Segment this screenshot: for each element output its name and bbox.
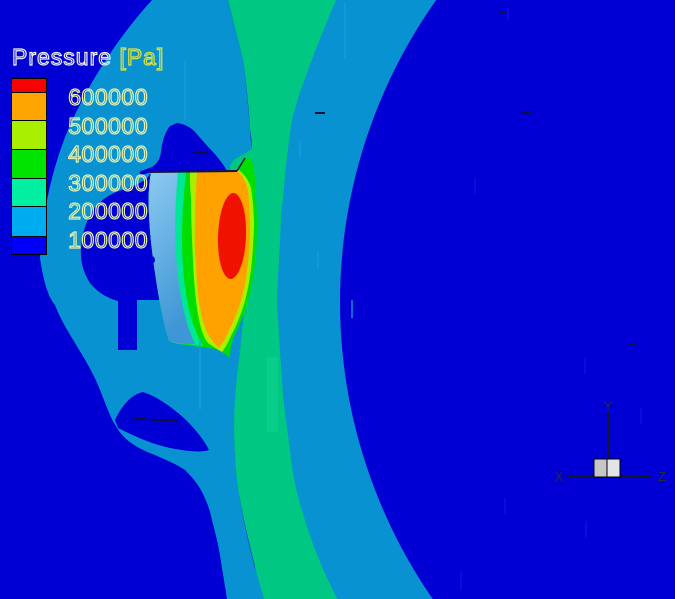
- axis-x-label: X: [555, 469, 564, 484]
- legend-colorbar: [11, 78, 47, 255]
- legend-value-label: 600000: [68, 83, 148, 110]
- dark-silhouette-lower: [115, 392, 209, 452]
- axis-origin-box-right: [606, 458, 621, 478]
- axis-indicator: Y X Z: [555, 398, 666, 484]
- legend-title-unit: [Pa]: [119, 43, 165, 70]
- legend-value-label: 200000: [68, 197, 148, 224]
- contour-level-light-blue: [148, 172, 195, 344]
- legend-value-label: 100000: [68, 226, 148, 253]
- mesh-dashes: [133, 12, 635, 421]
- legend-band: [12, 93, 46, 121]
- legend-value-label: 400000: [68, 140, 148, 167]
- inner-dark-circle: [340, 0, 675, 599]
- legend-title: Pressure [Pa]: [11, 43, 165, 71]
- axis-origin-box-left: [593, 458, 608, 478]
- legend-band: [12, 179, 46, 207]
- annular-band-green: [228, 0, 337, 599]
- legend-band: [12, 150, 46, 179]
- axis-y-label: Y: [604, 398, 613, 413]
- band-mesh-stripe: [267, 357, 278, 432]
- legend-band: [12, 79, 46, 93]
- legend-band: [12, 121, 46, 150]
- valve-seat-line-cap: [236, 157, 246, 172]
- mesh-ticks-medium: [184, 2, 353, 410]
- valve-seat-line: [149, 170, 238, 173]
- legend-value-label: 300000: [68, 169, 148, 196]
- legend-value-label: 500000: [68, 112, 148, 139]
- contour-level-red-peak: [217, 193, 247, 279]
- dark-silhouette-body: [80, 172, 162, 350]
- dark-silhouette-head: [139, 123, 227, 175]
- legend-band: [12, 237, 46, 254]
- edge-notch: [147, 256, 155, 264]
- legend-title-variable: Pressure: [11, 43, 113, 70]
- legend-band: [12, 207, 46, 237]
- mesh-ticks-dark: [460, 8, 642, 590]
- axis-z-label: Z: [658, 469, 666, 484]
